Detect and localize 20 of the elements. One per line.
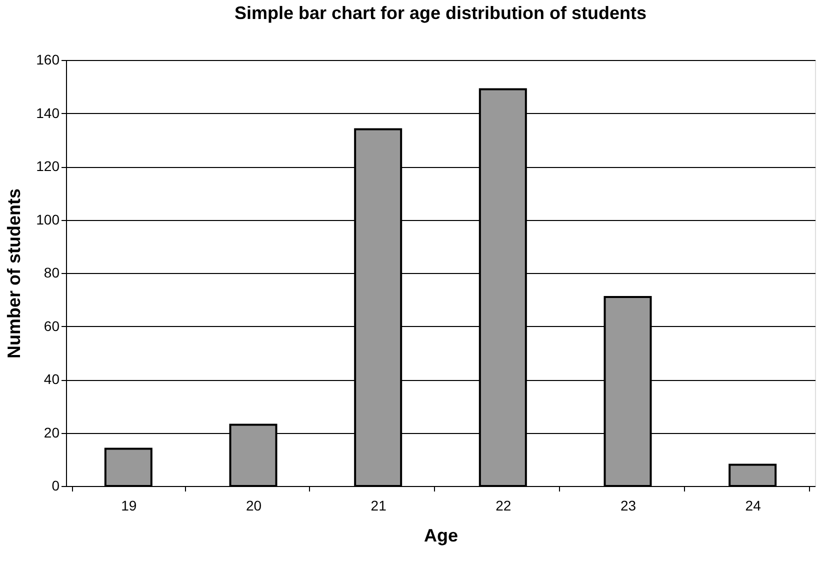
y-tick-label: 0 — [52, 478, 60, 494]
chart-title: Simple bar chart for age distribution of students — [234, 3, 647, 23]
y-axis-title: Number of students — [4, 188, 24, 359]
x-tick-label: 20 — [246, 498, 262, 514]
y-tick-label: 80 — [44, 264, 60, 280]
y-tick-label: 160 — [36, 52, 60, 68]
bar — [728, 464, 777, 487]
y-tick-label: 40 — [44, 371, 60, 387]
y-tick-label: 100 — [36, 211, 60, 228]
y-tick-label: 20 — [44, 424, 60, 440]
x-tick-label: 21 — [370, 498, 387, 514]
y-tick-label: 140 — [36, 104, 60, 121]
x-tick-label: 23 — [620, 498, 636, 514]
bar — [104, 448, 152, 487]
x-tick-label: 24 — [745, 498, 762, 514]
x-tick-label: 19 — [121, 498, 137, 514]
x-axis-title: Age — [424, 526, 458, 546]
y-tick-label: 60 — [44, 318, 60, 334]
x-tick-label: 22 — [496, 498, 512, 514]
y-tick-label: 120 — [36, 158, 60, 174]
